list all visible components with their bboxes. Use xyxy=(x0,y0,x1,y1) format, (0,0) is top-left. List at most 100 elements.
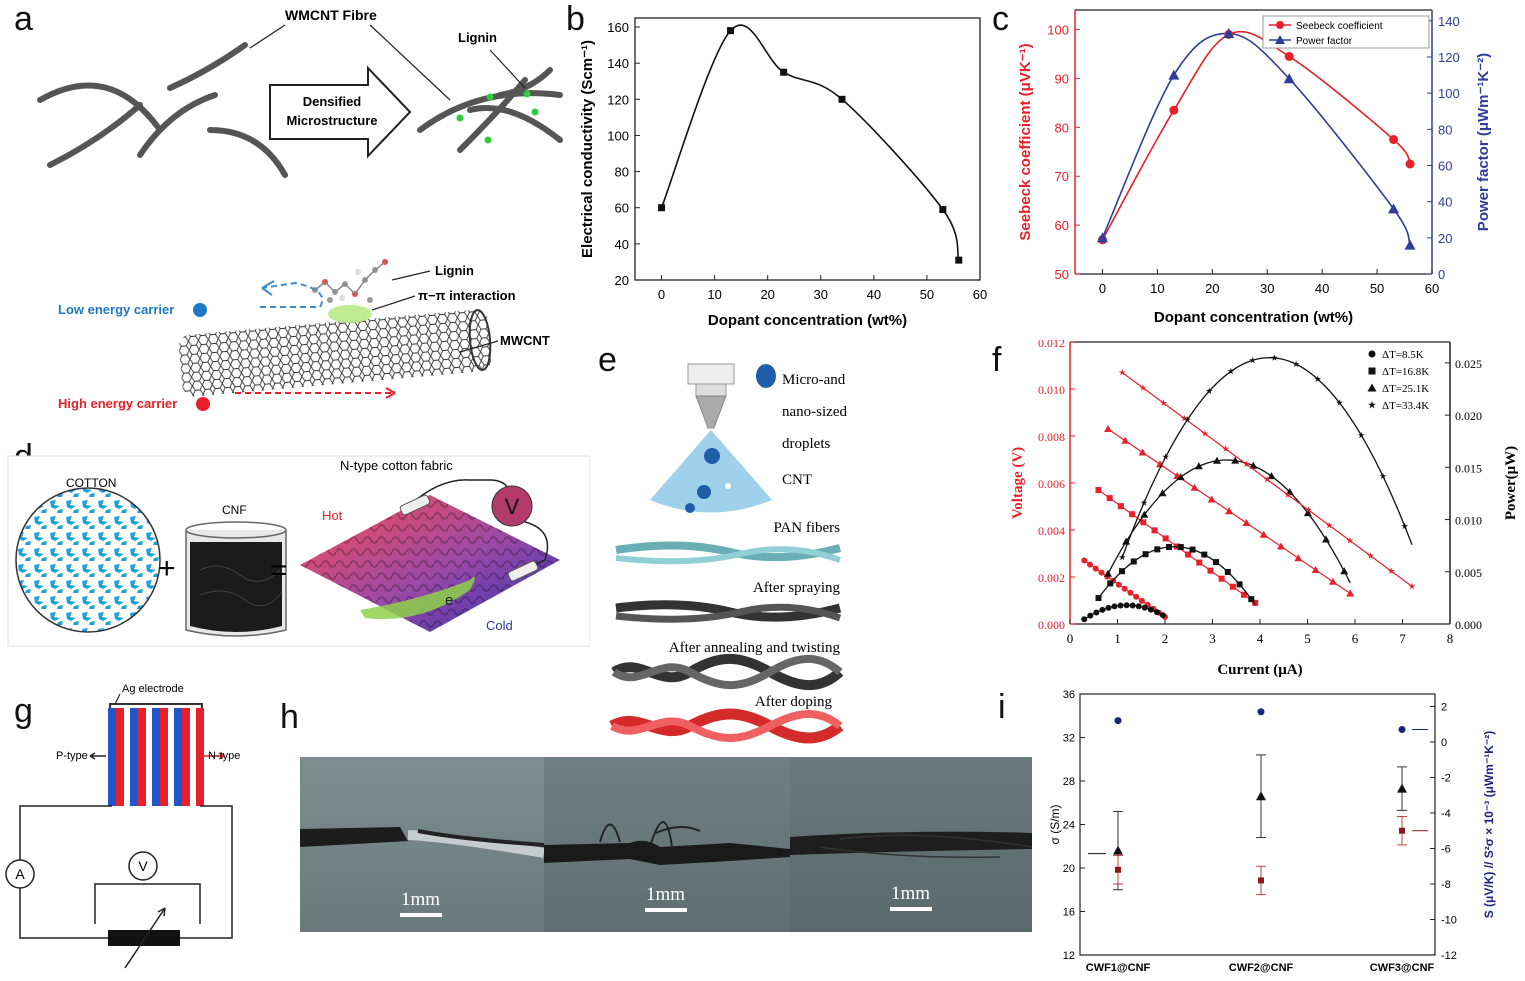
power-point xyxy=(1357,431,1365,439)
x-tick-label: 20 xyxy=(760,287,774,302)
y-tick-label: 100 xyxy=(1047,23,1069,38)
y-tick-label: 24 xyxy=(1063,820,1075,832)
scalebar-1 xyxy=(400,913,442,917)
power-point xyxy=(1267,472,1276,480)
densify-arrow xyxy=(269,65,412,159)
sigma-point xyxy=(1256,791,1266,801)
voltmeter-icon xyxy=(491,485,533,527)
y2-tick-label: 80 xyxy=(1438,122,1452,137)
voltmeter-label: V xyxy=(505,494,520,519)
twisted-fibers xyxy=(611,653,844,691)
y-axis-label: Seebeck coefficient (μVK⁻¹) xyxy=(1017,43,1034,240)
power-point xyxy=(1379,472,1387,480)
voltage-point xyxy=(1241,591,1248,598)
y2-tick-label: 0 xyxy=(1438,267,1445,282)
pan-fibers xyxy=(615,541,842,565)
voltage-point xyxy=(1367,552,1374,559)
x-tick-label: 6 xyxy=(1352,631,1359,646)
voltage-point xyxy=(1325,521,1333,529)
category-label: CWF2@CNF xyxy=(1229,962,1294,974)
cold-label: Cold xyxy=(486,618,513,633)
electrode-label: Ag electrode xyxy=(122,683,184,695)
power-factor-point xyxy=(1388,203,1400,214)
high-energy-dot xyxy=(196,397,210,411)
power-point xyxy=(1081,616,1088,623)
y-tick-label: 20 xyxy=(1063,863,1075,875)
voltage-point xyxy=(1284,491,1292,498)
x-axis-label: Dopant concentration (wt%) xyxy=(1154,309,1353,326)
y2-tick-label: -2 xyxy=(1441,772,1451,784)
power-point xyxy=(1087,612,1094,619)
voltage-point xyxy=(1196,559,1203,566)
panel-letter-g: g xyxy=(14,692,33,730)
fabric-title: N-type cotton fabric xyxy=(340,458,453,473)
voltage-point xyxy=(1092,565,1099,572)
power-point xyxy=(1159,612,1166,619)
panel-letter-b: b xyxy=(566,0,585,38)
x-tick-label: 30 xyxy=(814,287,828,302)
y2-tick-label: 120 xyxy=(1438,50,1460,65)
power-point xyxy=(1140,510,1149,518)
y2-tick-label: 0.000 xyxy=(1455,618,1482,632)
scalebar-3 xyxy=(890,907,932,911)
pi-interaction-label: π−π interaction xyxy=(418,288,516,303)
x-tick-label: 10 xyxy=(707,287,721,302)
y-axis-label: σ (S/m) xyxy=(1048,804,1062,844)
power-point xyxy=(1099,606,1106,613)
x-tick-label: 1 xyxy=(1114,631,1121,646)
y2-tick-label: 140 xyxy=(1438,14,1460,29)
power-factor-point xyxy=(1096,232,1108,243)
power-point xyxy=(1123,602,1130,609)
broken-fiber-2 xyxy=(544,821,790,865)
power-point xyxy=(1119,568,1126,575)
y-tick-label: 60 xyxy=(1055,218,1069,233)
x-tick-label: 60 xyxy=(1425,281,1439,296)
panel-e-schematic: Micro-and nano-sized droplets CNT PAN fi… xyxy=(609,363,847,744)
voltage-point xyxy=(1139,384,1147,391)
y2-tick-label: -10 xyxy=(1441,914,1457,926)
voltage-point xyxy=(1140,519,1147,526)
power-point xyxy=(1142,551,1149,558)
power-point xyxy=(1095,595,1102,602)
power-point xyxy=(1105,604,1112,611)
scalebar-2 xyxy=(645,908,687,912)
x-tick-label: 3 xyxy=(1209,631,1216,646)
panel-h-micrographs: 1mm 1mm 1mm xyxy=(300,757,1032,932)
n-type-label: N-type xyxy=(208,750,240,762)
y2-tick-label: 0.020 xyxy=(1455,409,1482,423)
y2-tick-label: 100 xyxy=(1438,86,1460,101)
x-tick-label: 8 xyxy=(1447,631,1454,646)
chart-f-voltage-power: 0 1 2 3 4 5 6 7 80.0000.0020.0040.0060.0080.0100… xyxy=(1010,340,1519,678)
voltage-point xyxy=(1127,589,1134,596)
y2-tick-label: 0.025 xyxy=(1455,357,1482,371)
y-tick-label: 160 xyxy=(607,20,629,35)
panel-letter-c: c xyxy=(992,0,1009,38)
voltage-point xyxy=(1229,583,1236,590)
cotton-circle xyxy=(15,487,161,633)
equals-sign: = xyxy=(270,554,288,587)
power-curve xyxy=(1121,357,1413,558)
voltage-point xyxy=(1243,460,1250,468)
power-point xyxy=(1270,354,1278,361)
y-axis-label: Electrical conductivity (Scm⁻¹) xyxy=(579,40,596,258)
legend-label: ΔT=8.5K xyxy=(1382,349,1424,361)
voltage-point xyxy=(1121,436,1130,444)
legend-seebeck-marker xyxy=(1276,21,1284,29)
power-point xyxy=(1153,609,1160,616)
power-point xyxy=(1104,569,1112,577)
voltage-point xyxy=(1115,581,1122,588)
legend-label: ΔT=33.4K xyxy=(1382,400,1429,412)
power-point xyxy=(1248,596,1255,603)
conductivity-point xyxy=(955,256,963,264)
ammeter-label: A xyxy=(15,866,25,882)
legend-label: ΔT=16.8K xyxy=(1382,366,1429,378)
voltage-point xyxy=(1207,495,1216,503)
panel-d-schematic: COTTON + CNF = N-type cotton fabric Hot … xyxy=(7,455,590,647)
voltage-point xyxy=(1098,569,1105,576)
panel-letter-h: h xyxy=(280,698,299,736)
power-point xyxy=(1184,416,1191,423)
voltage-point xyxy=(1162,535,1169,542)
conductivity-point xyxy=(780,68,788,76)
y-tick-label: 90 xyxy=(1055,71,1069,86)
voltage-point xyxy=(1081,557,1088,564)
